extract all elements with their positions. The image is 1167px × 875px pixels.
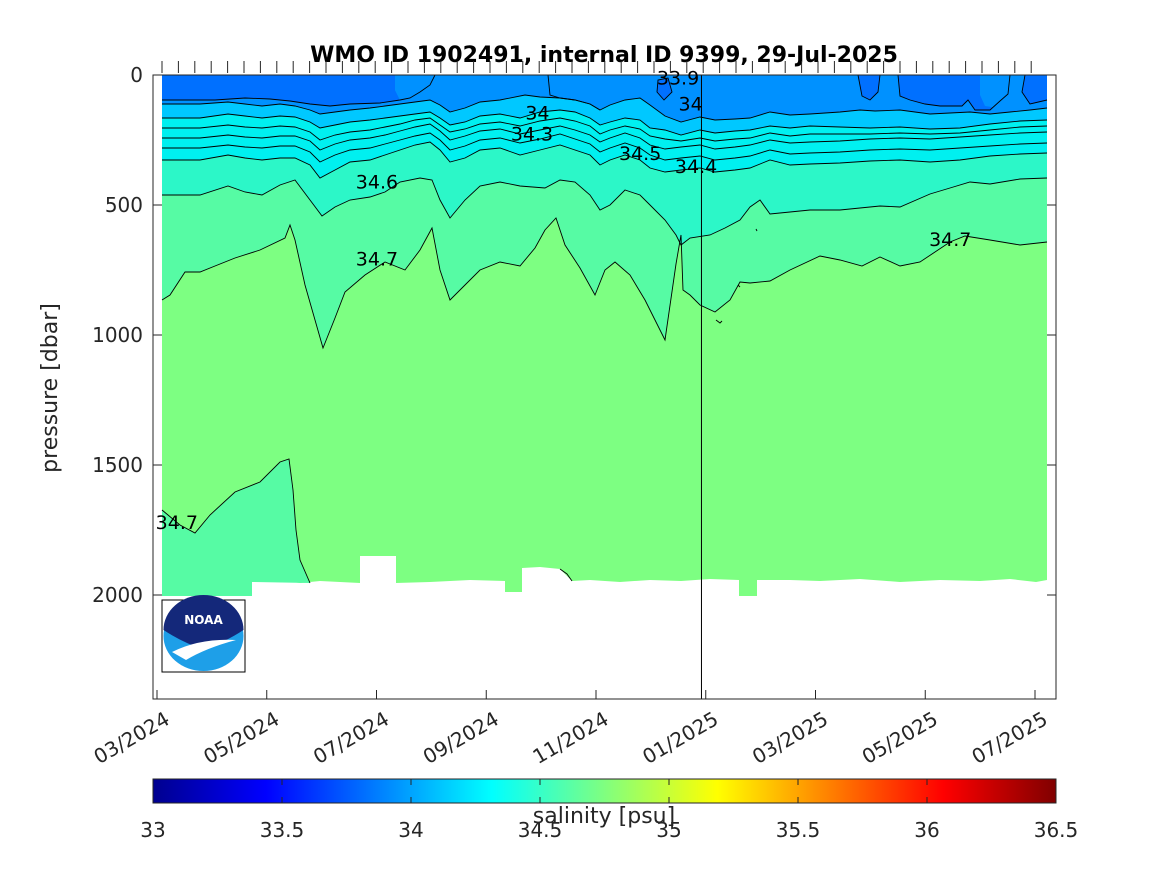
y-tick-label: 1000 [92,323,143,347]
y-tick-label: 2000 [92,583,143,607]
contour-34-1 [162,117,1048,142]
contour-33-9-a [162,75,436,107]
x-tick-label: 07/2025 [968,707,1052,769]
profile-tick-marks [161,61,1032,73]
y-axis: 0 500 1000 1500 2000 [92,63,1056,607]
contour-label: 34.7 [356,248,398,270]
salinity-field [153,75,1056,699]
contour-label: 33.9 [657,68,699,90]
x-tick-label: 07/2024 [309,707,393,769]
x-tick-label: 03/2025 [748,707,832,769]
patch-33-9-b [858,75,880,100]
contour-lines [161,75,1048,584]
patch-34-0-a [395,75,435,100]
contour-33-9-f [547,75,601,111]
colorbar-gradient [152,778,1057,804]
x-tick-label: 11/2024 [529,707,613,769]
y-axis-label: pressure [dbar] [38,303,63,473]
contour-33-9-e [656,77,673,101]
contour-speck-a [715,319,723,324]
layer-33-9 [162,75,400,106]
contour-34-3 [162,123,1048,151]
contour-label: 34.5 [619,143,661,165]
colorbar-tick-label: 33.5 [260,818,305,842]
contour-label: 34.3 [511,124,553,146]
contour-33-9-d [1021,75,1048,105]
contour-33-9-b [857,75,881,101]
colorbar-tick-label: 33 [140,818,165,842]
y-tick-label: 500 [105,193,143,217]
colorbar-tick-label: 34.5 [518,818,563,842]
contour-34-7-deep [161,458,311,584]
x-tick-label: 05/2024 [199,707,283,769]
colorbar-tick-label: 36 [914,818,939,842]
contour-34-7 [161,217,1048,350]
contour-label: 34 [679,94,703,116]
layer-34-6-deep [162,459,310,596]
x-axis: 03/2024 05/2024 07/2024 09/2024 11/2024 01/20… [90,690,1052,769]
colorbar: 33 33.5 34 34.5 35 35.5 36 36.5 salinity [psu] [140,778,1078,842]
x-tick-label: 03/2024 [90,707,174,769]
colorbar-tick-label: 35 [656,818,681,842]
y-tick-label: 0 [130,63,143,87]
contour-34-4 [162,132,1048,163]
contour-label: 34 [525,103,549,125]
chart-title: WMO ID 1902491, internal ID 9399, 29-Jul… [310,43,898,68]
x-tick-label: 05/2025 [858,707,942,769]
colorbar-ticks: 33 33.5 34 34.5 35 35.5 36 36.5 [140,779,1078,842]
contour-label: 34.4 [675,156,717,178]
patch-33-9-e [1022,75,1047,104]
contour-33-9-c [897,75,1011,111]
colorbar-label: salinity [psu] [533,804,675,829]
svg-text:NOAA: NOAA [184,613,223,627]
patch-34-0-d [980,75,1010,108]
contour-34-5 [162,141,1048,179]
patch-33-9-f [657,78,672,100]
x-tick-label: 01/2025 [638,707,722,769]
plot-frame [152,74,1057,700]
colorbar-tick-label: 35.5 [776,818,821,842]
noaa-logo: NOAA [161,595,246,673]
contour-34-7-small [559,568,573,582]
contour-label: 34.6 [356,172,398,194]
colorbar-tick-label: 36.5 [1034,818,1079,842]
contour-34-2 [162,109,1048,136]
x-tick-label: 09/2024 [419,707,503,769]
contour-34-6 [162,177,1048,246]
y-tick-label: 1500 [92,453,143,477]
contour-speck-b [737,284,741,288]
colorbar-tick-label: 34 [398,818,423,842]
contour-label: 34.7 [929,229,971,251]
contour-speck-c [755,228,758,232]
contour-label: 34.7 [156,512,198,534]
